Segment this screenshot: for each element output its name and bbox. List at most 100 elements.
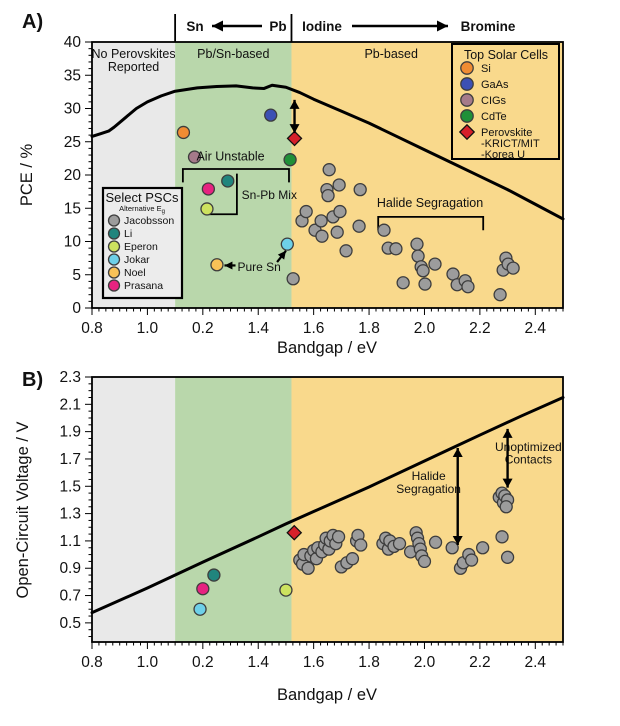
x-tick-label: 1.6 [303, 320, 325, 337]
point-jacobsson [493, 288, 507, 302]
point-eperon [200, 202, 214, 216]
y-tick-label: 25 [64, 134, 81, 151]
point-jacobsson [330, 225, 344, 239]
point-jacobsson [461, 280, 475, 294]
point-li [207, 568, 221, 582]
point-jacobsson [331, 530, 346, 544]
legend-label-eperon: Eperon [124, 241, 158, 253]
point-jacobsson [314, 214, 328, 228]
panel-b: 0.8 1.0 0.2 1.4 1.6 1.8 2.0 2.2 2.4 0.5 0.7 0.9 1.1 1… [59, 369, 565, 671]
double-arrow [289, 124, 300, 134]
x-tick-label: 1.4 [247, 320, 269, 337]
annotation-text: Unoptimized [495, 440, 562, 454]
legend-top-solar-title: Top Solar Cells [464, 48, 548, 62]
annotation-text: Contacts [505, 453, 552, 467]
sn-pb-arrow [212, 20, 223, 32]
point-jacobsson [416, 264, 430, 278]
region-label: Reported [108, 60, 159, 74]
x-tick-label: 1.6 [303, 654, 325, 671]
panel-a-yaxis-title: PCE / % [18, 144, 36, 207]
region-1 [175, 377, 292, 642]
point-perovskite-krict-mit-korea-u [286, 130, 303, 147]
legend-label-jacobsson: Jacobsson [124, 215, 174, 227]
x-tick-label: 0.8 [81, 320, 103, 337]
x-tick-label: 0.2 [192, 320, 214, 337]
point-jacobsson [392, 536, 407, 551]
region-label: Pb-based [364, 47, 418, 61]
x-tick-label: 0.8 [81, 654, 103, 671]
legend-label-line3: -Korea U [481, 149, 525, 161]
double-arrow [502, 428, 513, 438]
point-jacobsson [464, 553, 479, 567]
legend-label-prasana: Prasana [124, 280, 163, 292]
x-tick-label: 1.8 [358, 654, 380, 671]
y-tick-label: 2.3 [59, 369, 81, 386]
panel-a-xaxis-title: Bandgap / eV [277, 339, 377, 357]
point-jacobsson [495, 530, 509, 544]
point-jacobsson [428, 535, 443, 549]
y-tick-label: 30 [64, 101, 82, 118]
x-tick-label: 1.4 [247, 654, 269, 671]
point-cdte [283, 153, 297, 167]
y-tick-label: 1.7 [59, 451, 81, 468]
y-tick-label: 20 [64, 167, 82, 184]
annotation-text: Segragation [396, 482, 461, 496]
y-tick-label: 40 [64, 34, 82, 51]
point-jacobsson [352, 219, 366, 233]
legend-label-line2: -KRICT/MIT [481, 138, 540, 150]
legend-label-cigs: CIGs [481, 95, 507, 107]
annotation-text: Halide [412, 469, 446, 483]
point-jacobsson [354, 538, 368, 552]
y-tick-label: 0 [72, 300, 81, 317]
region-2 [291, 377, 563, 642]
point-jacobsson [299, 204, 313, 219]
region-0 [92, 377, 176, 642]
legend-label-cdte: CdTe [481, 111, 507, 123]
point-jacobsson [332, 178, 346, 192]
point-eperon [279, 583, 293, 597]
legend-marker-li [107, 227, 121, 240]
x-tick-label: 0.2 [192, 654, 214, 671]
point-jacobsson [445, 541, 459, 555]
annotation-bracket [181, 168, 290, 183]
panel-b-letter: B) [22, 369, 43, 391]
point-jacobsson [345, 552, 360, 566]
topaxis-pb-label: Pb [269, 19, 286, 34]
x-tick-label: 2.4 [525, 654, 547, 671]
point-jokar [193, 602, 207, 616]
legend-label-si: Si [481, 63, 491, 75]
legend-marker-eperon [107, 240, 121, 253]
double-arrow [452, 448, 463, 458]
point-jacobsson [396, 276, 410, 290]
annotation-text: Air Unstable [196, 149, 264, 163]
point-jacobsson [410, 237, 424, 251]
x-tick-label: 2.0 [414, 320, 436, 337]
legend-label-jokar: Jokar [124, 254, 150, 266]
annotation-half-box [206, 173, 238, 216]
y-tick-label: 35 [64, 67, 81, 84]
topaxis-iodine-label: Iodine [302, 19, 342, 34]
x-tick-label: 2.2 [469, 654, 491, 671]
point-cigs [187, 150, 202, 164]
point-jacobsson [322, 163, 336, 177]
point-perovskite-krict-mit-korea-u [286, 524, 303, 541]
iodine-bromine-arrow [437, 20, 448, 32]
y-tick-label: 1.3 [59, 506, 81, 523]
plot-border [91, 41, 564, 309]
double-arrow [452, 536, 463, 546]
point-prasana [196, 582, 210, 596]
legend-label-noel: Noel [124, 267, 146, 279]
y-tick-label: 1.1 [59, 533, 81, 550]
annotation-bracket [377, 215, 485, 231]
legend-marker-jacobsson [107, 214, 121, 227]
sq-limit-line [90, 395, 565, 615]
point-jacobsson [353, 182, 367, 197]
x-tick-label: 2.4 [525, 320, 547, 337]
x-tick-label: 1.8 [358, 320, 380, 337]
x-tick-label: 1.0 [137, 320, 159, 337]
region-label: Pb/Sn-based [197, 47, 269, 61]
legend-marker-jokar [107, 253, 121, 266]
